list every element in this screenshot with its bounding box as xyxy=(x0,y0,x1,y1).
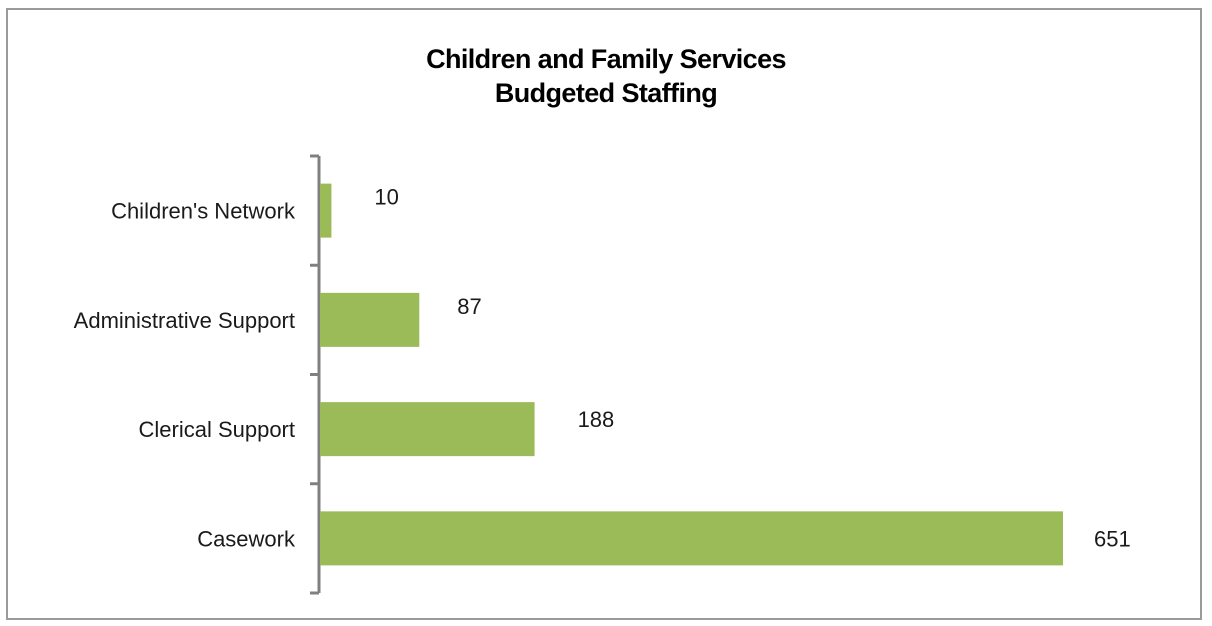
category-label-3: Casework xyxy=(197,526,296,551)
data-label-1: 87 xyxy=(457,294,481,319)
bar-3 xyxy=(320,511,1063,566)
category-label-1: Administrative Support xyxy=(74,308,295,333)
bar-0 xyxy=(320,183,332,238)
chart-title-line-1: Children and Family Services xyxy=(426,44,786,74)
chart-title: Children and Family Services Budgeted St… xyxy=(0,42,1212,110)
bar-1 xyxy=(320,292,420,347)
chart-title-line-2: Budgeted Staffing xyxy=(494,78,718,108)
bar-2 xyxy=(320,402,535,457)
data-label-3: 651 xyxy=(1094,526,1131,551)
category-label-0: Children's Network xyxy=(111,199,296,224)
data-label-0: 10 xyxy=(374,185,398,210)
data-label-2: 188 xyxy=(578,407,615,432)
category-label-2: Clerical Support xyxy=(138,417,295,442)
